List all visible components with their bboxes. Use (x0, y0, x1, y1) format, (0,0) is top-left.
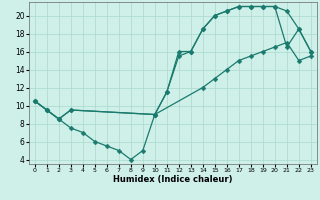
X-axis label: Humidex (Indice chaleur): Humidex (Indice chaleur) (113, 175, 233, 184)
